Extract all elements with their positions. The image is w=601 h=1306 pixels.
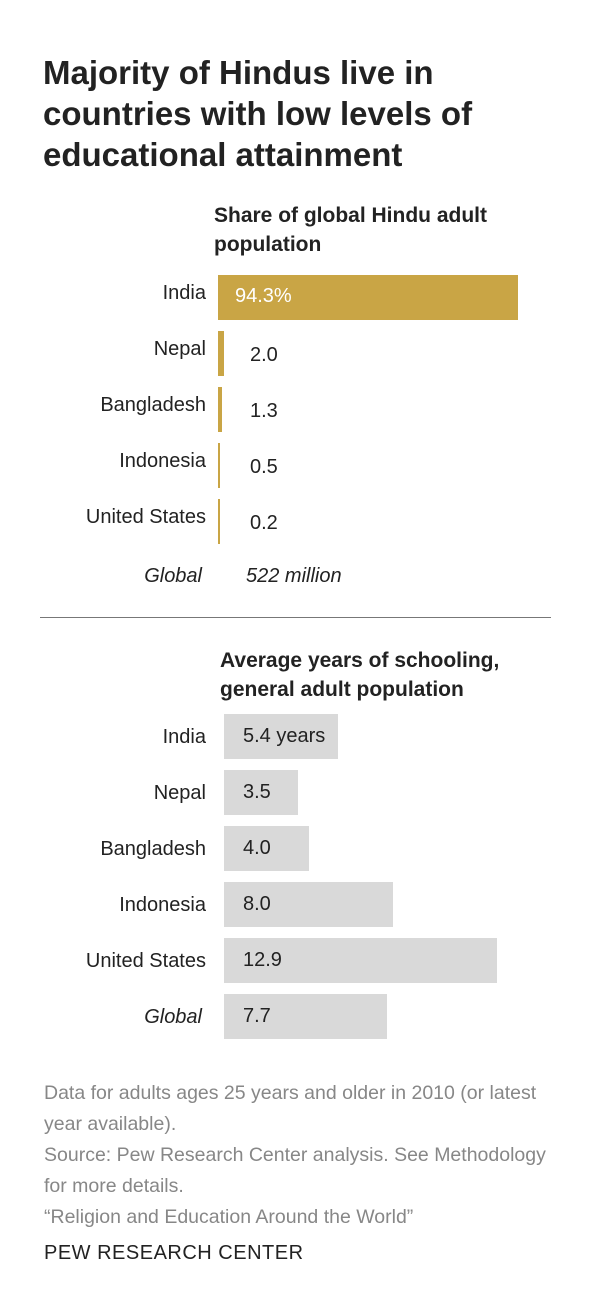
brand-logo-text: PEW RESEARCH CENTER (44, 1242, 304, 1264)
bar (224, 714, 339, 759)
value-label: 8.0 (243, 893, 271, 915)
bar (218, 331, 225, 376)
value-label: 12.9 (243, 949, 282, 971)
bar (224, 770, 299, 815)
section-divider (40, 617, 551, 618)
category-label: United States (85, 950, 206, 972)
category-label: Bangladesh (100, 838, 206, 860)
value-label: 1.3 (250, 400, 278, 422)
chart2-title: Average years of schooling, general adul… (220, 649, 500, 701)
category-label: India (162, 726, 206, 748)
value-label: 7.7 (243, 1005, 271, 1027)
category-label: Indonesia (119, 450, 206, 472)
note-source: Source: Pew Research Center analysis. Se… (44, 1144, 546, 1197)
bar (218, 387, 223, 432)
category-label: Nepal (153, 782, 206, 804)
value-label: 5.4 years (243, 725, 326, 747)
bar (218, 443, 220, 488)
value-label: 0.5 (250, 456, 278, 478)
source-notes: Data for adults ages 25 years and older … (44, 1078, 574, 1233)
bar (218, 275, 518, 320)
chart1-title: Share of global Hindu adult population (214, 204, 487, 256)
bar (224, 826, 309, 871)
global-label: Global (144, 565, 202, 587)
chart-title: Majority of Hindus live in countries wit… (43, 54, 473, 173)
value-label: 4.0 (243, 837, 271, 859)
category-label: Bangladesh (100, 394, 206, 416)
note-report-title: “Religion and Education Around the World… (44, 1206, 414, 1228)
category-label: India (162, 282, 206, 304)
global-value: 522 million (246, 565, 342, 587)
bar (224, 882, 394, 927)
category-label: Global (144, 1006, 202, 1028)
category-label: Indonesia (119, 894, 206, 916)
value-label: 94.3% (235, 285, 292, 307)
value-label: 0.2 (250, 512, 278, 534)
value-label: 3.5 (243, 781, 271, 803)
bar (218, 499, 220, 544)
category-label: Nepal (153, 338, 206, 360)
value-label: 2.0 (250, 344, 278, 366)
category-label: United States (85, 506, 206, 528)
bar (224, 938, 497, 983)
bar (224, 994, 387, 1039)
note-data-description: Data for adults ages 25 years and older … (44, 1082, 537, 1135)
